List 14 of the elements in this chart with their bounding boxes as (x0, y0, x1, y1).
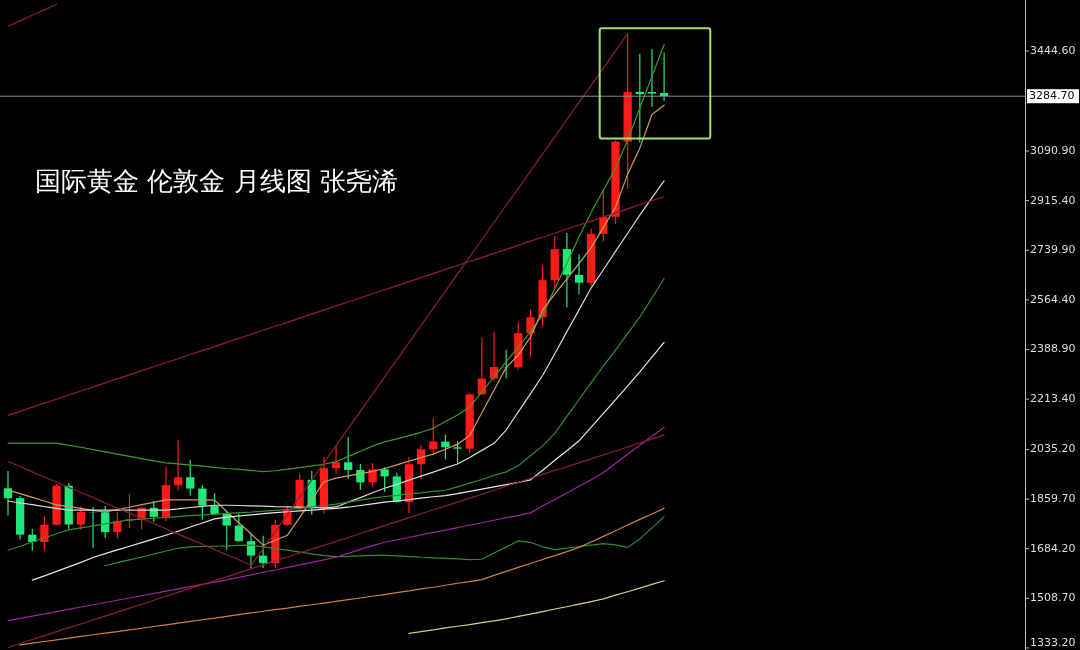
y-tick-label: 2739.90 (1030, 243, 1076, 257)
y-tick-label: 2213.40 (1030, 392, 1076, 406)
y-tick-label: 2915.40 (1030, 193, 1076, 207)
y-tick-label: 3090.90 (1030, 144, 1076, 158)
y-tick-label: 1684.20 (1030, 541, 1076, 555)
y-tick-label: 2564.40 (1030, 292, 1076, 306)
y-tick-label: 1333.20 (1030, 636, 1076, 649)
text: 国际黄金 伦敦金 月线图 张尧浠 (35, 166, 398, 196)
y-tick-label: 1859.70 (1030, 492, 1076, 506)
ref-line-label: 3284.70 (1029, 89, 1075, 103)
y-tick-label: 3444.60 (1030, 44, 1076, 57)
y-tick-label: 2388.90 (1030, 342, 1076, 356)
y-tick-label: 2035.20 (1030, 442, 1076, 456)
y-tick-label: 1508.70 (1030, 591, 1076, 605)
